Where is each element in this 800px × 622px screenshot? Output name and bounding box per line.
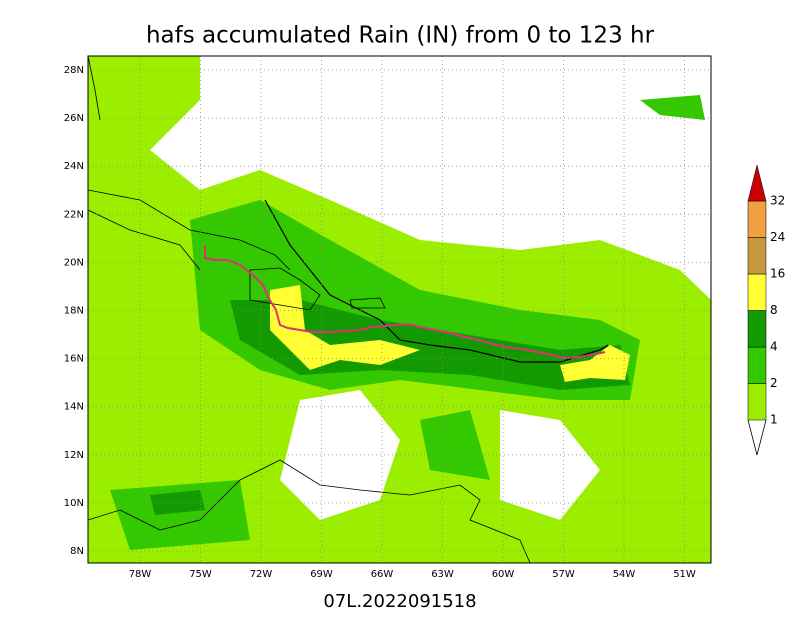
lon-label: 63W	[431, 569, 454, 580]
lat-label: 18N	[64, 306, 84, 317]
lon-label: 60W	[492, 569, 515, 580]
colorbar-label: 24	[770, 230, 785, 244]
lat-label: 22N	[64, 209, 84, 220]
cuba-coast-south	[88, 209, 201, 271]
lat-label: 8N	[70, 546, 84, 557]
lon-label: 51W	[673, 569, 696, 580]
south-america-coast	[88, 459, 531, 563]
map-title: hafs accumulated Rain (IN) from 0 to 123…	[146, 23, 655, 49]
rain-moderate	[110, 95, 705, 550]
coastlines	[88, 56, 531, 563]
lon-label: 69W	[310, 569, 333, 580]
lat-label: 14N	[64, 402, 84, 413]
grid: 28N 26N 24N 22N 20N 18N 16N 14N 12N 10N 8N 78W 75W 72…	[64, 56, 711, 580]
lat-label: 24N	[64, 161, 84, 172]
lat-label: 12N	[64, 450, 84, 461]
colorbar-label: 32	[770, 194, 785, 208]
lon-label: 78W	[129, 569, 152, 580]
rain-field	[88, 56, 711, 563]
lat-label: 16N	[64, 354, 84, 365]
rain-gap	[280, 130, 711, 520]
colorbar-label: 2	[770, 376, 778, 390]
lat-label: 28N	[64, 65, 84, 76]
lon-label: 57W	[552, 569, 575, 580]
map-frame	[87, 55, 712, 564]
rain-heavy	[150, 300, 630, 515]
colorbar-segment	[747, 273, 767, 311]
colorbar-label: 8	[770, 303, 778, 317]
colorbar-segment	[747, 383, 767, 421]
colorbar-segment	[747, 237, 767, 275]
tracks	[204, 199, 609, 363]
lat-label: 10N	[64, 498, 84, 509]
forecast-track	[264, 199, 609, 363]
colorbar-label: 4	[770, 340, 778, 354]
map-caption: 07L.2022091518	[323, 591, 476, 612]
colorbar-segment	[747, 310, 767, 348]
colorbar-low-end	[747, 419, 767, 456]
hispaniola	[249, 267, 321, 311]
lon-label: 75W	[189, 569, 212, 580]
colorbar-segment	[747, 346, 767, 384]
lat-label: 26N	[64, 113, 84, 124]
colorbar-high-end	[747, 164, 767, 202]
colorbar-label: 16	[770, 267, 785, 281]
colorbar-label: 1	[770, 413, 778, 427]
observed-track	[204, 246, 606, 360]
cuba-coast	[88, 189, 291, 271]
lon-label: 54W	[613, 569, 636, 580]
lat-label: 20N	[64, 257, 84, 268]
lon-label: 72W	[250, 569, 273, 580]
colorbar-segment	[747, 200, 767, 238]
lon-label: 66W	[371, 569, 394, 580]
rain-very-heavy	[270, 285, 630, 382]
florida-coast	[88, 56, 101, 121]
